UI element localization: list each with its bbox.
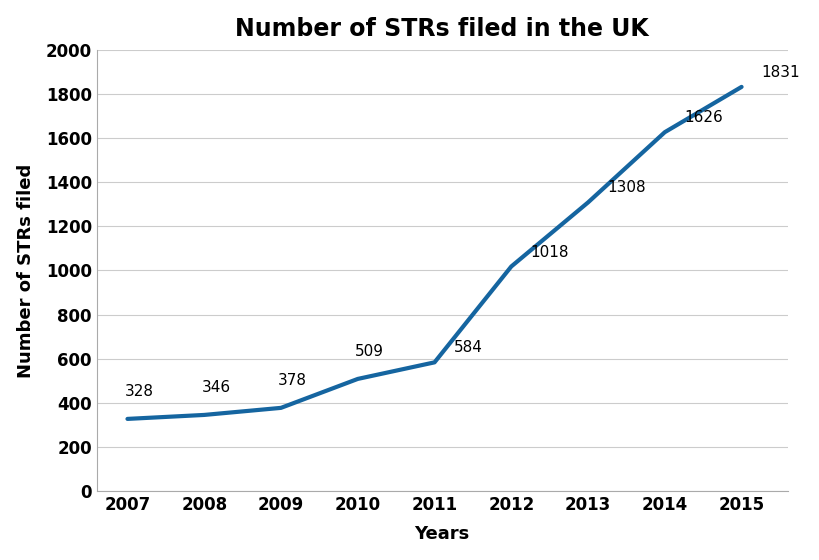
Text: 1831: 1831: [760, 65, 799, 80]
Text: 584: 584: [454, 340, 482, 356]
Text: 1308: 1308: [607, 180, 645, 195]
Text: 346: 346: [201, 380, 230, 395]
Title: Number of STRs filed in the UK: Number of STRs filed in the UK: [235, 17, 649, 41]
Text: 328: 328: [124, 385, 153, 399]
Text: 1018: 1018: [530, 245, 568, 259]
Text: 378: 378: [278, 374, 307, 389]
Y-axis label: Number of STRs filed: Number of STRs filed: [16, 164, 34, 377]
Text: 1626: 1626: [683, 110, 722, 125]
Text: 509: 509: [355, 344, 383, 360]
X-axis label: Years: Years: [414, 525, 469, 543]
